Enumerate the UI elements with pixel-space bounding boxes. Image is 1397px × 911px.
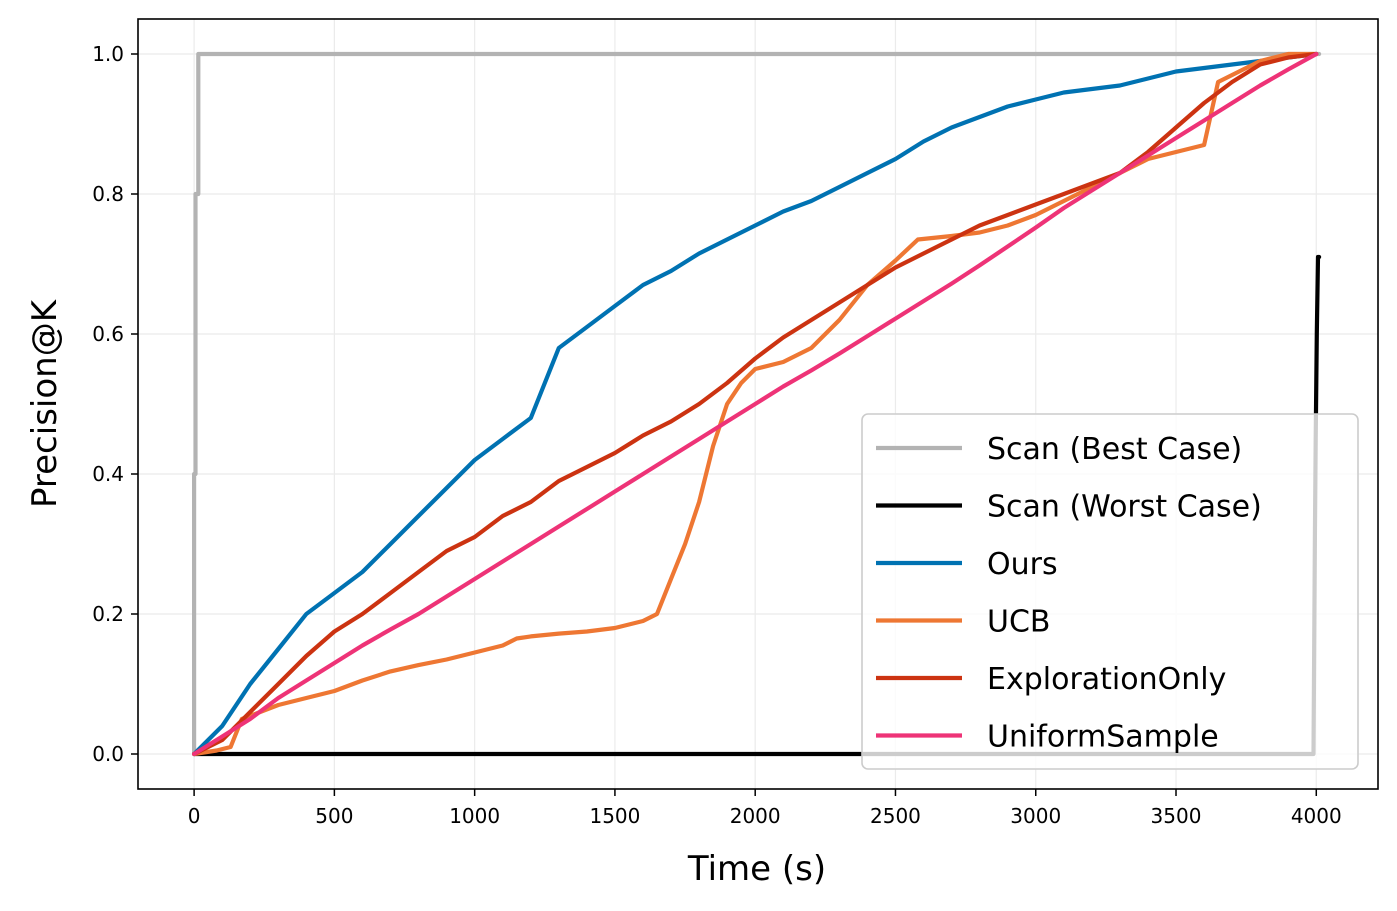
legend: Scan (Best Case) Scan (Worst Case) Ours UCB… bbox=[861, 413, 1359, 770]
series-line-scan-best-case bbox=[192, 51, 1322, 757]
series-lines bbox=[192, 51, 1322, 757]
y-tick-label: 0.2 bbox=[92, 602, 124, 626]
x-tick-label: 500 bbox=[315, 804, 353, 828]
y-axis-label: Precision@K bbox=[25, 298, 65, 508]
y-tick-label: 0.0 bbox=[92, 742, 124, 766]
plot-frame bbox=[137, 18, 1379, 790]
y-tick-label: 1.0 bbox=[92, 42, 124, 66]
x-tick-label: 3500 bbox=[1151, 804, 1202, 828]
legend-label-ours: Ours bbox=[987, 547, 1058, 582]
series-line-ours bbox=[192, 51, 1319, 757]
legend-label-scan-best-case: Scan (Best Case) bbox=[987, 432, 1242, 467]
legend-label-uniformsample: UniformSample bbox=[987, 720, 1219, 755]
y-tick-label: 0.4 bbox=[92, 462, 124, 486]
x-tick-label: 0 bbox=[188, 804, 201, 828]
x-tick-label: 2500 bbox=[870, 804, 921, 828]
x-tick-label: 1000 bbox=[449, 804, 500, 828]
y-tick-label: 0.6 bbox=[92, 322, 124, 346]
x-tick-label: 4000 bbox=[1291, 804, 1342, 828]
y-tick-label: 0.8 bbox=[92, 182, 124, 206]
x-tick-label: 3000 bbox=[1010, 804, 1061, 828]
x-axis-label: Time (s) bbox=[687, 849, 826, 889]
axis-ticks: 0 500 1000 1500 2000 2500 3000 3500 4000 0.0 0.2 0.… bbox=[92, 42, 1342, 828]
series-line-uniformsample bbox=[192, 51, 1319, 757]
legend-label-scan-worst-case: Scan (Worst Case) bbox=[987, 490, 1262, 525]
x-tick-label: 1500 bbox=[589, 804, 640, 828]
legend-label-ucb: UCB bbox=[987, 605, 1051, 640]
legend-label-explorationonly: ExplorationOnly bbox=[987, 662, 1226, 697]
legend-box bbox=[861, 413, 1359, 770]
x-tick-label: 2000 bbox=[730, 804, 781, 828]
